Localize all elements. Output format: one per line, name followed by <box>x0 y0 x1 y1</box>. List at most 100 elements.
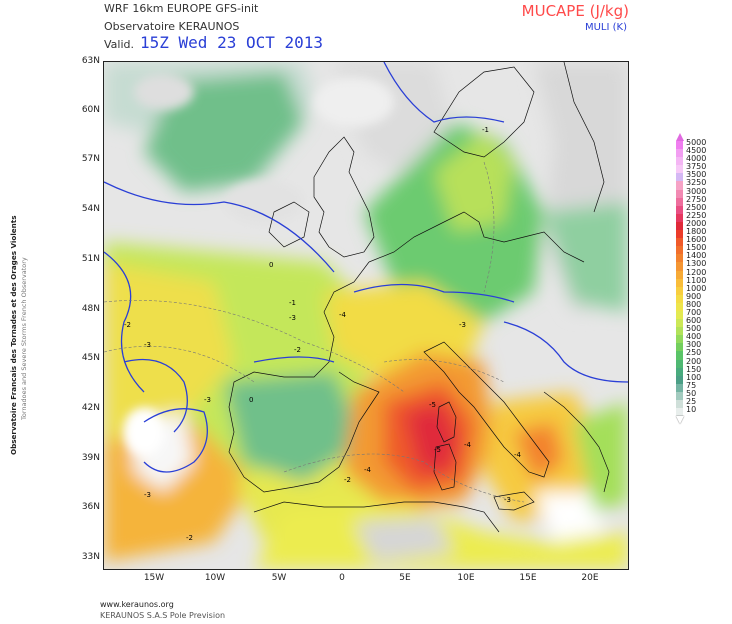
legend-swatch <box>676 391 683 400</box>
color-legend: 5000 4500 4000 3750 3500 3250 3000 2750 2500 2250… <box>676 138 726 417</box>
company-name: KERAUNOS S.A.S Pole Prevision <box>100 611 226 620</box>
legend-row: 1600 <box>676 235 726 247</box>
legend-swatch <box>676 400 683 409</box>
legend-row: 1800 <box>676 227 726 239</box>
lat-label: 36N <box>81 502 100 512</box>
legend-top-arrow <box>676 133 684 141</box>
legend-label: 1300 <box>686 259 707 269</box>
forecast-map: -1 0 -1 -2 -3 -3 -4 -5 -5 -4 -3 -3 -2 0 … <box>103 61 629 570</box>
legend-row: 1300 <box>676 259 726 271</box>
legend-label: 150 <box>686 364 702 374</box>
legend-row: 150 <box>676 364 726 376</box>
legend-label: 3000 <box>686 186 707 196</box>
legend-label: 300 <box>686 340 702 350</box>
legend-label: 4000 <box>686 154 707 164</box>
legend-swatch <box>676 367 683 376</box>
legend-row: 10 <box>676 405 726 417</box>
contour-label: -1 <box>289 299 296 307</box>
legend-swatch <box>676 359 683 368</box>
contour-label: -3 <box>459 321 466 329</box>
legend-swatch <box>676 278 683 287</box>
contour-label: -3 <box>204 396 211 404</box>
legend-row: 600 <box>676 316 726 328</box>
legend-row: 200 <box>676 357 726 368</box>
contour-label: -2 <box>344 476 351 484</box>
observatory-name: Observatoire KERAUNOS <box>104 20 240 33</box>
side-caption-line2: Tornadoes and Severe Storms French Obser… <box>20 257 28 421</box>
legend-label: 1200 <box>686 267 707 277</box>
legend-swatch <box>676 205 683 214</box>
legend-row: 50 <box>676 388 726 400</box>
legend-label: 50 <box>686 388 697 398</box>
legend-label: 100 <box>686 372 702 382</box>
lat-label: 45N <box>81 353 100 363</box>
legend-swatch <box>676 351 683 360</box>
legend-bottom-arrow <box>676 416 684 424</box>
lon-label: 0 <box>339 573 345 583</box>
legend-swatch <box>676 213 683 222</box>
lat-label: 33N <box>81 552 100 562</box>
legend-label: 1600 <box>686 235 707 245</box>
legend-row: 2250 <box>676 211 726 222</box>
legend-swatch <box>676 319 683 328</box>
legend-row: 500 <box>676 324 726 336</box>
lon-label: 10E <box>457 573 475 583</box>
legend-row: 1000 <box>676 283 726 295</box>
lon-label: 10W <box>204 573 226 583</box>
contour-label: -4 <box>339 311 347 319</box>
legend-swatch <box>676 343 683 352</box>
legend-swatch <box>676 262 683 271</box>
legend-row: 25 <box>676 397 726 409</box>
legend-row: 3000 <box>676 186 726 198</box>
contour-label: -5 <box>434 446 441 454</box>
legend-row: 4000 <box>676 154 726 166</box>
contour-label: -3 <box>504 496 511 504</box>
contour-label: -2 <box>294 346 301 354</box>
legend-swatch <box>676 157 683 166</box>
website-link[interactable]: www.keraunos.org <box>100 600 174 609</box>
lat-label: 57N <box>81 154 100 164</box>
legend-row: 700 <box>676 308 726 320</box>
legend-label: 600 <box>686 316 702 326</box>
legend-row: 3750 <box>676 162 726 174</box>
legend-label: 1400 <box>686 251 707 261</box>
legend-swatch <box>676 246 683 255</box>
contour-label: -3 <box>144 341 151 349</box>
lon-label: 5E <box>399 573 411 583</box>
legend-swatch <box>676 221 683 231</box>
parameter-subtitle: MULI (K) <box>584 22 627 33</box>
legend-label: 400 <box>686 332 702 342</box>
legend-swatch <box>676 383 683 392</box>
valid-date: 15Z Wed 23 OCT 2013 <box>140 33 324 52</box>
contour-label: -1 <box>482 126 489 134</box>
legend-swatch <box>676 141 683 150</box>
side-caption-line1: Observatoire Francais des Tornades et de… <box>9 216 18 455</box>
legend-label: 800 <box>686 299 702 309</box>
legend-label: 3250 <box>686 178 707 188</box>
lat-label: 48N <box>81 304 100 314</box>
muli-contours <box>104 62 628 473</box>
legend-row: 5000 <box>676 138 726 150</box>
parameter-title: MUCAPE (J/kg) <box>521 2 629 20</box>
dashed-isolines <box>104 161 525 503</box>
legend-swatch <box>676 238 683 247</box>
forecast-map-canvas: -1 0 -1 -2 -3 -3 -4 -5 -5 -4 -3 -3 -2 0 … <box>104 62 628 569</box>
legend-row: 3500 <box>676 170 726 182</box>
legend-label: 1000 <box>686 283 707 293</box>
legend-row: 2500 <box>676 202 726 214</box>
legend-swatch <box>676 230 683 239</box>
lon-label: 15E <box>519 573 537 583</box>
legend-label: 75 <box>686 380 697 390</box>
legend-label: 1500 <box>686 243 707 253</box>
grey-patches <box>124 74 394 456</box>
contour-labels: -1 0 -1 -2 -3 -3 -4 -5 -5 -4 -3 -3 -2 0 … <box>124 126 522 542</box>
legend-swatch <box>676 327 683 336</box>
side-caption: Observatoire Francais des Tornades et de… <box>9 216 28 455</box>
legend-label: 2000 <box>686 218 707 228</box>
lat-label: 51N <box>81 254 100 264</box>
contour-label: -2 <box>186 534 193 542</box>
legend-label: 250 <box>686 348 702 358</box>
legend-row: 1100 <box>676 276 726 287</box>
lon-label: 15W <box>143 573 165 583</box>
legend-label: 2500 <box>686 202 707 212</box>
